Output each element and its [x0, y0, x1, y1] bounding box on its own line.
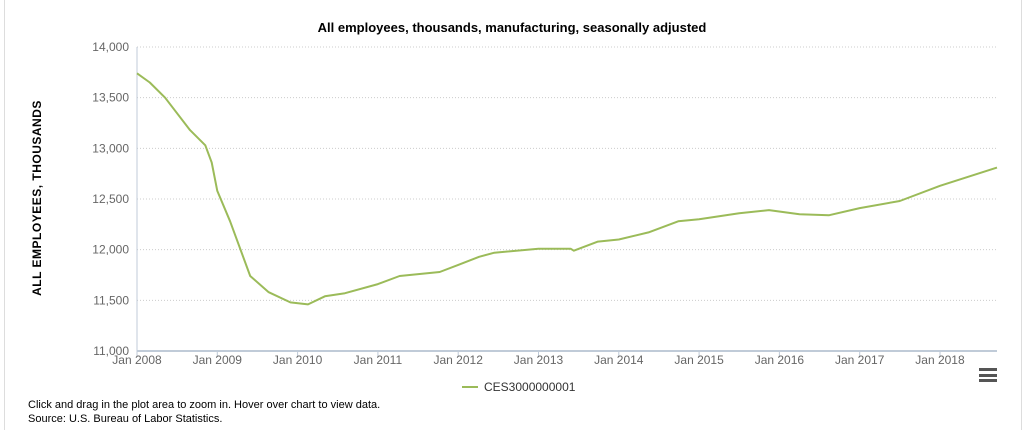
instructions-note: Click and drag in the plot area to zoom …: [28, 399, 381, 411]
x-tick-label: Jan 2012: [433, 353, 483, 367]
series-line-CES3000000001: [136, 72, 998, 306]
x-tick-label: Jan 2008: [112, 353, 162, 367]
x-tick-label: Jan 2017: [835, 353, 885, 367]
y-tick-label: 14,000: [92, 40, 129, 54]
chart-title: All employees, thousands, manufacturing,…: [317, 20, 707, 35]
x-tick-label: Jan 2013: [514, 353, 564, 367]
y-tick-label: 13,000: [92, 141, 129, 155]
chart-menu-button[interactable]: [979, 368, 997, 382]
legend-item[interactable]: CES3000000001: [462, 380, 575, 394]
y-tick-label: 12,500: [92, 192, 129, 206]
x-tick-label: Jan 2018: [915, 353, 965, 367]
x-tick-label: Jan 2015: [674, 353, 724, 367]
legend-swatch: [462, 386, 478, 388]
chart-frame: [4, 0, 1022, 430]
x-tick-label: Jan 2010: [273, 353, 323, 367]
x-tick-label: Jan 2014: [594, 353, 644, 367]
source-note: Source: U.S. Bureau of Labor Statistics.: [28, 413, 223, 425]
legend-label: CES3000000001: [484, 380, 576, 394]
x-tick-label: Jan 2009: [193, 353, 243, 367]
y-tick-label: 13,500: [92, 91, 129, 105]
y-tick-label: 11,000: [93, 344, 129, 358]
y-tick-label: 11,500: [93, 293, 129, 307]
x-tick-label: Jan 2016: [755, 353, 805, 367]
x-tick-label: Jan 2011: [354, 353, 403, 367]
y-tick-label: 12,000: [92, 243, 129, 257]
